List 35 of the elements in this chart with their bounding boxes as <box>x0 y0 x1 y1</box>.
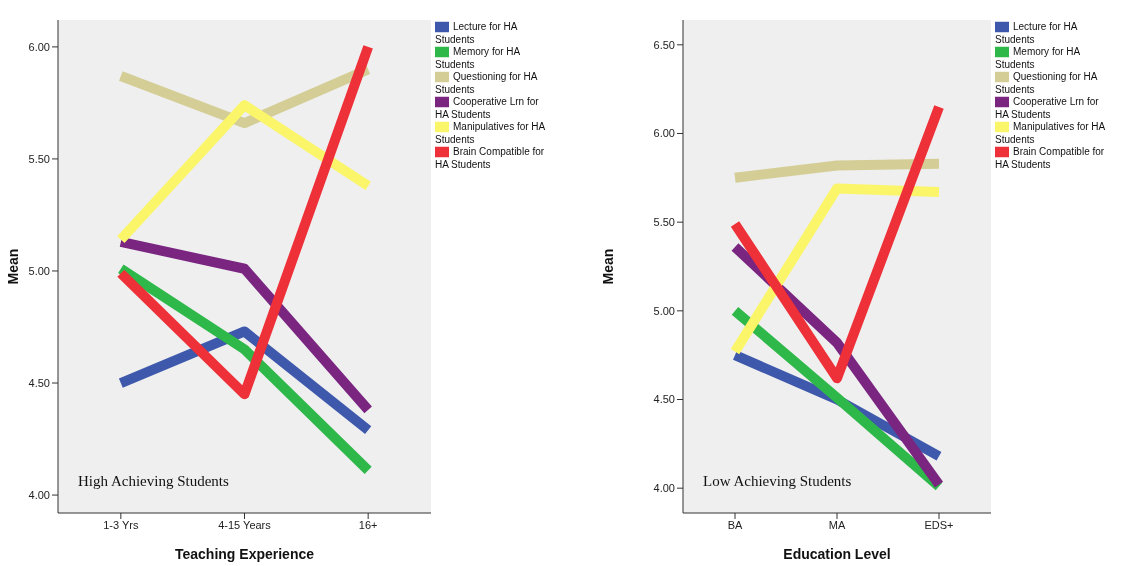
y-tick-label: 4.00 <box>653 482 675 495</box>
x-tick-label: 1-3 Yrs <box>103 518 139 531</box>
x-tick-label: 4-15 Years <box>218 518 272 531</box>
legend-label: Brain Compatible for HA Students <box>995 145 1105 170</box>
x-axis-title: Education Level <box>783 546 891 562</box>
y-tick-label: 5.00 <box>28 264 50 277</box>
y-axis-title: Mean <box>4 248 21 285</box>
y-tick-label: 6.00 <box>28 40 50 53</box>
legend-label: Cooperative Lrn for HA Students <box>995 95 1099 120</box>
y-tick-label: 5.00 <box>653 304 675 317</box>
y-tick-label: 4.00 <box>28 488 50 501</box>
y-tick-label: 4.50 <box>653 393 675 406</box>
legend-label: Manipulatives for HA Students <box>435 120 545 145</box>
annotation: High Achieving Students <box>78 473 229 490</box>
x-tick-label: EDS+ <box>924 518 954 531</box>
legend-label: Cooperative Lrn for HA Students <box>435 95 539 120</box>
legend-label: Questioning for HA Students <box>435 70 537 95</box>
x-tick-label: MA <box>828 518 846 531</box>
legend-label: Brain Compatible for HA Students <box>435 145 545 170</box>
x-tick-label: 16+ <box>358 518 378 531</box>
y-tick-label: 5.50 <box>28 152 50 165</box>
y-tick-label: 5.50 <box>653 216 675 229</box>
annotation: Low Achieving Students <box>703 473 852 490</box>
legend-label: Memory for HA Students <box>435 45 520 70</box>
legend-label: Memory for HA Students <box>995 45 1080 70</box>
legend-label: Questioning for HA Students <box>995 70 1097 95</box>
y-tick-label: 6.50 <box>653 38 675 51</box>
y-tick-label: 4.50 <box>28 376 50 389</box>
x-axis-title: Teaching Experience <box>174 546 315 562</box>
legend-label: Manipulatives for HA Students <box>995 120 1105 145</box>
y-axis-title: Mean <box>599 248 616 285</box>
x-tick-label: BA <box>727 518 743 531</box>
y-tick-label: 6.00 <box>653 127 675 140</box>
legend-label: Lecture for HA Students <box>995 20 1077 45</box>
legend-label: Lecture for HA Students <box>435 20 517 45</box>
